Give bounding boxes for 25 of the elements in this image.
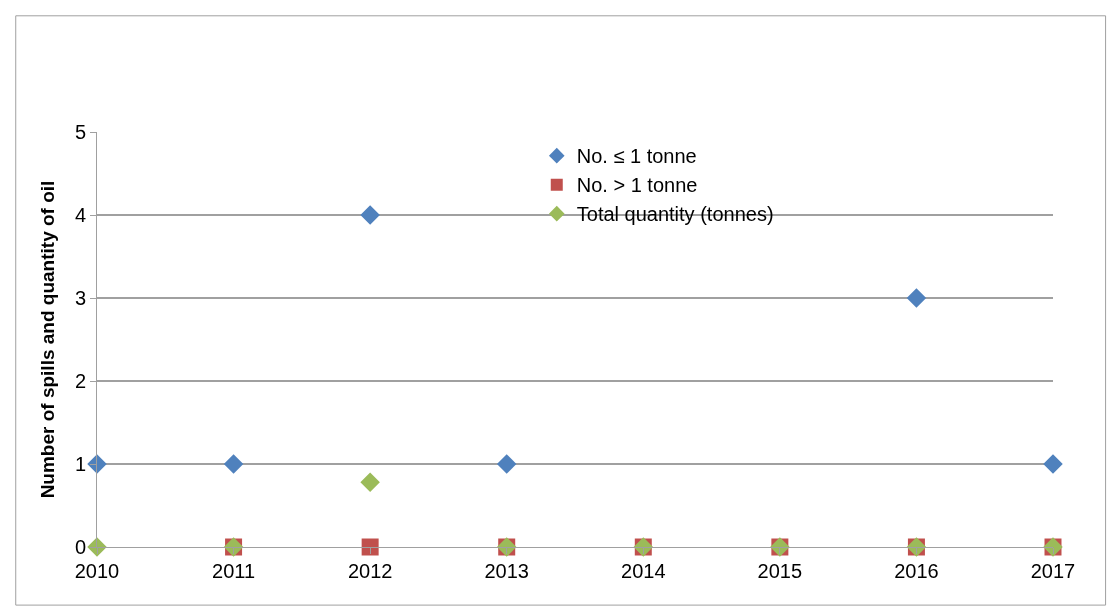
y-tick-label: 1 xyxy=(74,453,86,475)
y-axis-title: Number of spills and quantity of oil xyxy=(36,180,58,499)
y-tick-label: 2 xyxy=(74,370,86,392)
y-tick-label: 4 xyxy=(74,204,86,226)
point xyxy=(1043,454,1063,474)
x-tick-label: 2016 xyxy=(894,560,939,582)
point xyxy=(360,472,380,493)
point xyxy=(361,538,379,556)
x-tick-label: 2013 xyxy=(484,560,529,582)
y-tick-label: 5 xyxy=(74,121,86,143)
x-tick-label: 2014 xyxy=(621,560,666,582)
legend-label: Total quantity (tonnes) xyxy=(576,203,774,226)
point xyxy=(360,205,380,225)
y-tick-label: 0 xyxy=(74,536,86,558)
x-tick-label: 2011 xyxy=(212,560,256,582)
point xyxy=(223,454,244,474)
x-tick-label: 2010 xyxy=(74,560,120,582)
point xyxy=(906,288,927,308)
y-tick-label: 3 xyxy=(74,287,86,309)
x-tick-label: 2017 xyxy=(1030,560,1076,582)
point xyxy=(496,454,517,474)
x-tick-label: 2015 xyxy=(757,560,803,582)
legend-label: No. ≤ 1 tonne xyxy=(576,145,697,168)
legend-label: No. > 1 tonne xyxy=(576,174,698,197)
x-tick-label: 2012 xyxy=(347,560,393,582)
